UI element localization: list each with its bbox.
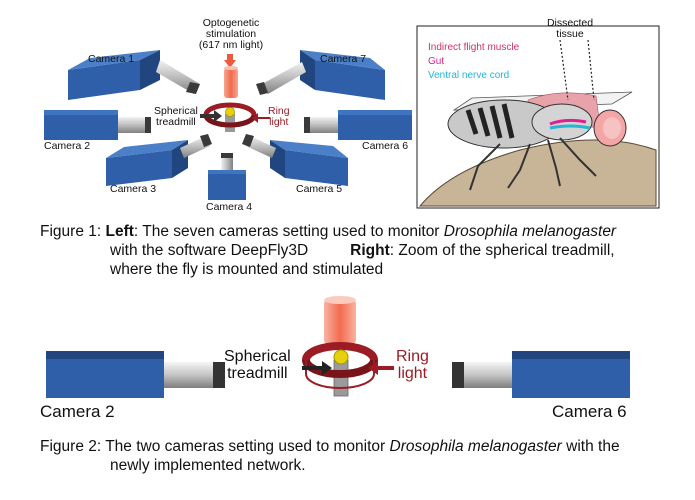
figure-1-caption: Figure 1: Left: The seven cameras settin…	[40, 222, 640, 279]
camera-6-label-large: Camera 6	[552, 402, 627, 421]
camera-3-label: Camera 3	[110, 183, 157, 195]
legend-indirect-flight-muscle: Indirect flight muscle	[428, 42, 520, 53]
ring-light-large	[302, 342, 378, 397]
camera-3-body	[106, 134, 212, 186]
legend-ventral-nerve-cord: Ventral nerve cord	[428, 70, 510, 81]
figure-2-caption-line-2: newly implemented network.	[40, 456, 660, 475]
camera-1-body	[68, 50, 200, 100]
caption-left-text: : The seven cameras setting used to moni…	[133, 223, 444, 240]
treadmill-arrow-large	[302, 361, 332, 375]
treadmill-label-large: Spherical treadmill	[224, 348, 291, 382]
figure-1-caption-prefix: Figure 1:	[40, 223, 106, 240]
figure-2-caption: Figure 2: The two cameras setting used t…	[40, 437, 660, 475]
stimulation-source	[224, 54, 238, 98]
ring-light-label-large: Ring light	[396, 348, 429, 382]
figure-1-caption-line-3: where the fly is mounted and stimulated	[40, 260, 640, 279]
caption-line2: with the software DeepFly3D	[110, 242, 309, 259]
camera-6-label: Camera 6	[362, 140, 409, 152]
ring-light-label-small: Ring light	[268, 105, 290, 128]
ring-light-arrow	[252, 113, 270, 123]
treadmill-arrow	[200, 110, 222, 122]
camera-2-label: Camera 2	[44, 140, 91, 152]
dissected-tissue-label: Dissected tissue	[546, 17, 594, 40]
camera-2-large	[46, 351, 225, 398]
camera-6-large	[452, 351, 630, 398]
caption-left-bold: Left	[105, 223, 134, 240]
camera-6-body	[304, 110, 412, 140]
caption-line3: where the fly is mounted and stimulated	[110, 261, 384, 278]
caption-right-text: : Zoom of the spherical treadmill,	[389, 242, 615, 259]
camera-7-body	[256, 50, 385, 100]
figure-2-caption-line2: newly implemented network.	[110, 457, 306, 474]
camera-5-body	[242, 134, 348, 186]
camera-1-label: Camera 1	[88, 53, 135, 65]
treadmill-label-small: Spherical treadmill	[154, 105, 198, 128]
figure-2-caption-text1: The two cameras setting used to monitor	[105, 438, 390, 455]
figure-2-caption-species: Drosophila melanogaster	[389, 438, 562, 455]
figure-2-caption-prefix: Figure 2:	[40, 438, 106, 455]
camera-2-body	[44, 110, 151, 140]
figure-2-caption-line-1: Figure 2: The two cameras setting used t…	[40, 437, 660, 456]
caption-right-bold: Right	[350, 242, 390, 259]
camera-4-label: Camera 4	[206, 201, 253, 213]
stimulation-led-large	[324, 296, 356, 344]
figure-2-caption-text2: with the	[561, 438, 620, 455]
camera-2-label-large: Camera 2	[40, 402, 115, 421]
legend-gut: Gut	[428, 56, 445, 67]
ring-light-arrow-large	[368, 361, 394, 375]
figure-1-caption-line-2: with the software DeepFly3D Right: Zoom o…	[40, 241, 640, 260]
camera-4-body	[208, 153, 246, 200]
stimulation-label: Optogenetic stimulation (617 nm light)	[198, 17, 264, 51]
camera-5-label: Camera 5	[296, 183, 343, 195]
figure-1-caption-line-1: Figure 1: Left: The seven cameras settin…	[40, 222, 640, 241]
caption-species: Drosophila melanogaster	[443, 223, 617, 240]
camera-7-label: Camera 7	[320, 53, 367, 65]
